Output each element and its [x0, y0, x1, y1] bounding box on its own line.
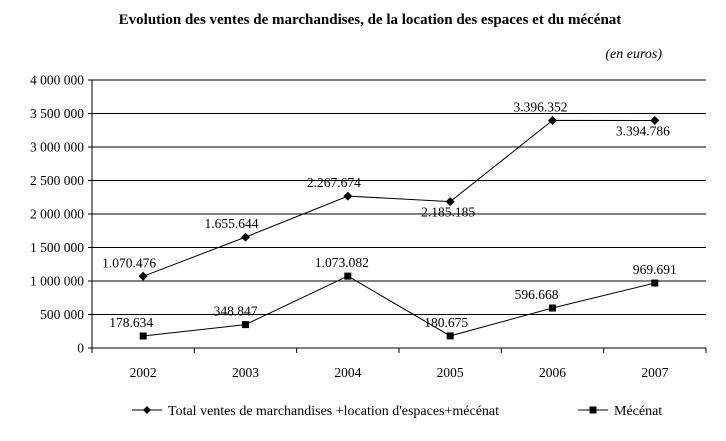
series-layer: [138, 115, 660, 340]
data-label: 1.655.644: [205, 216, 259, 231]
data-point-square: [549, 304, 556, 312]
y-tick-label: 0: [77, 341, 84, 356]
data-point-square: [446, 332, 454, 340]
x-tick-label: 2003: [232, 365, 259, 380]
legend: Total ventes de marchandises +location d…: [132, 404, 662, 419]
x-tick-label: 2002: [130, 365, 157, 380]
data-label: 969.691: [633, 262, 677, 277]
data-point-square: [651, 279, 659, 287]
legend-label-mecenat: Mécénat: [614, 404, 662, 419]
data-label: 3.394.786: [616, 124, 670, 139]
data-label: 2.185.185: [421, 205, 475, 220]
data-point-diamond: [343, 191, 353, 201]
x-tick-label: 2005: [437, 365, 464, 380]
data-point-diamond: [445, 197, 455, 207]
data-label: 348.847: [214, 304, 258, 319]
series-line-0: [143, 119, 655, 277]
y-axis-ticks: 0 500 000 1 000 000 1 500 000 2 000 000 2 500…: [30, 73, 92, 356]
y-tick-label: 3 500 000: [30, 106, 84, 121]
data-label: 178.634: [109, 315, 153, 330]
series-line-1: [143, 275, 655, 337]
data-point-diamond: [548, 115, 557, 125]
x-tick-label: 2004: [334, 365, 361, 380]
data-label: 1.070.476: [102, 255, 156, 270]
legend-marker-mecenat: [589, 406, 597, 414]
data-label: 2.267.674: [307, 175, 361, 190]
data-labels: 1.070.476 1.655.644 2.267.674 2.185.185 3.39…: [102, 99, 677, 330]
legend-label-total: Total ventes de marchandises +location d…: [168, 404, 499, 419]
data-point-diamond: [138, 271, 148, 281]
data-label: 180.675: [424, 315, 468, 330]
x-axis-ticks: 2002 2003 2004 2005 2006 2007: [91, 348, 707, 380]
x-tick-label: 2007: [641, 365, 668, 380]
legend-marker-total: [143, 406, 151, 414]
unit-note: (en euros): [605, 47, 662, 62]
data-label: 3.396.352: [514, 99, 568, 114]
data-label: 596.668: [515, 287, 559, 302]
y-tick-label: 2 000 000: [30, 207, 84, 222]
y-tick-label: 1 500 000: [30, 240, 84, 255]
data-point-diamond: [241, 232, 250, 242]
gridlines: [92, 79, 706, 315]
data-label: 1.073.082: [315, 255, 369, 270]
data-point-square: [139, 332, 147, 340]
y-tick-label: 500 000: [40, 307, 84, 322]
y-tick-label: 1 000 000: [30, 274, 84, 289]
chart-title: Evolution des ventes de marchandises, de…: [119, 12, 622, 28]
y-tick-label: 2 500 000: [30, 173, 84, 188]
y-tick-label: 4 000 000: [30, 73, 84, 88]
data-point-square: [242, 321, 249, 329]
x-tick-label: 2006: [539, 365, 566, 380]
data-point-square: [344, 272, 352, 280]
y-tick-label: 3 000 000: [30, 140, 84, 155]
data-point-diamond: [650, 116, 660, 126]
